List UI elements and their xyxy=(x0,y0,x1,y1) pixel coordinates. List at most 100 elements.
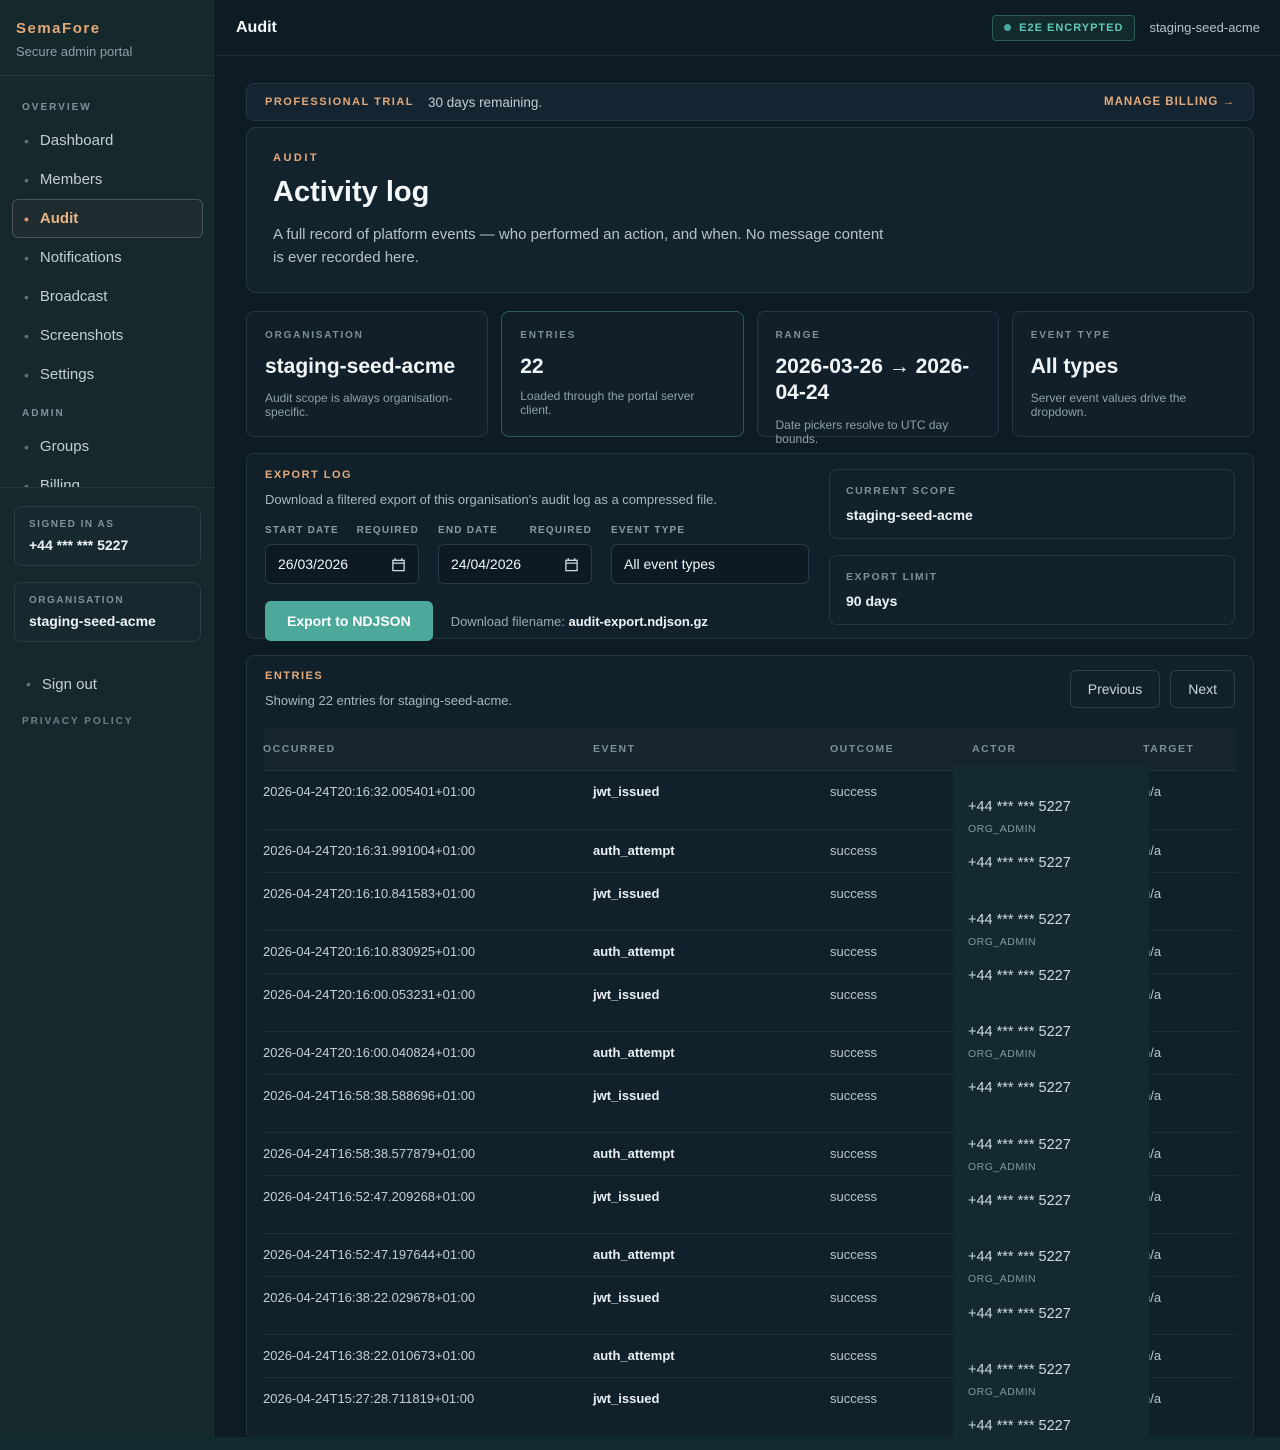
export-ndjson-button[interactable]: Export to NDJSON xyxy=(265,601,433,641)
actor-phone: +44 *** *** 5227 xyxy=(968,1418,1071,1435)
stat-label: RANGE xyxy=(775,330,821,341)
sidebar-nav: OVERVIEW • Dashboard • Members • Audit xyxy=(0,102,215,505)
start-date-field-group: START DATE REQUIRED 26/03/2026 xyxy=(265,525,419,584)
actor-phone: +44 *** *** 5227 xyxy=(968,1193,1071,1210)
sidebar-item[interactable]: • Screenshots xyxy=(12,316,203,355)
organisation-name: staging-seed-acme xyxy=(29,613,156,629)
bullet-icon: • xyxy=(24,327,29,344)
actor-role: ORG_ADMIN xyxy=(968,1385,1037,1398)
sign-out-button[interactable]: • Sign out xyxy=(14,668,201,700)
stat-description: Server event values drive the dropdown. xyxy=(1030,391,1187,420)
cell-outcome: success xyxy=(830,1391,877,1406)
sign-out-label: Sign out xyxy=(41,675,97,693)
manage-billing-link[interactable]: MANAGE BILLING → xyxy=(1104,96,1235,108)
current-scope-value: staging-seed-acme xyxy=(846,507,973,523)
cell-occurred: 2026-04-24T16:58:38.588696+01:00 xyxy=(263,1088,476,1103)
export-limit-box: EXPORT LIMIT 90 days xyxy=(829,555,1235,625)
sidebar-item-label: Audit xyxy=(39,210,79,227)
current-scope-box: CURRENT SCOPE staging-seed-acme xyxy=(829,469,1235,539)
entries-title: ENTRIES xyxy=(265,670,324,682)
table-row: 2026-04-24T16:38:22.010673+01:00 auth_at… xyxy=(263,1334,1237,1377)
end-date-label: END DATE xyxy=(438,525,498,536)
actor-role: ORG_ADMIN xyxy=(968,1048,1037,1061)
cell-event: jwt_issued xyxy=(593,1189,660,1204)
sidebar-item[interactable]: • Settings xyxy=(12,355,203,394)
e2e-encrypted-badge: E2E ENCRYPTED xyxy=(992,14,1136,41)
nav-list-overview: • Dashboard • Members • Audit • Notifica… xyxy=(12,121,203,394)
cell-outcome: success xyxy=(830,1146,877,1161)
sidebar-item-label: Dashboard xyxy=(39,132,114,149)
stat-card: EVENT TYPE All types Server event values… xyxy=(1011,311,1254,437)
column-header-target: TARGET xyxy=(1143,742,1195,755)
table-header-row: OCCURRED EVENT OUTCOME ACTOR TARGET xyxy=(263,727,1237,771)
sidebar-item-label: Settings xyxy=(39,366,95,383)
bullet-icon: • xyxy=(24,288,29,305)
cell-target: n/a xyxy=(1143,1088,1162,1103)
bullet-icon: • xyxy=(24,210,29,227)
cell-target: n/a xyxy=(1143,1045,1162,1060)
cell-event: auth_attempt xyxy=(593,944,675,959)
table-row: 2026-04-24T16:52:47.209268+01:00 jwt_iss… xyxy=(263,1175,1237,1233)
actor-phone: +44 *** *** 5227 xyxy=(968,1305,1071,1322)
cell-outcome: success xyxy=(830,1247,877,1262)
cell-occurred: 2026-04-24T20:16:00.053231+01:00 xyxy=(263,987,476,1002)
actor-entry: +44 *** *** 5227 xyxy=(968,968,1149,1024)
actor-phone: +44 *** *** 5227 xyxy=(968,799,1071,815)
app-tagline: Secure admin portal xyxy=(16,44,133,59)
start-date-input[interactable]: 26/03/2026 xyxy=(265,544,419,584)
cell-target: n/a xyxy=(1143,1391,1162,1406)
sidebar-item[interactable]: • Dashboard xyxy=(12,121,203,160)
cell-target: n/a xyxy=(1143,1189,1162,1204)
next-page-button[interactable]: Next xyxy=(1170,670,1235,708)
table-row: 2026-04-24T15:27:28.711819+01:00 jwt_iss… xyxy=(263,1377,1237,1435)
organisation-label: ORGANISATION xyxy=(29,595,125,606)
table-row: 2026-04-24T20:16:10.830925+01:00 auth_at… xyxy=(263,930,1237,973)
privacy-policy-link[interactable]: PRIVACY POLICY xyxy=(22,716,134,727)
cell-target: n/a xyxy=(1143,987,1162,1002)
trial-remaining-text: 30 days remaining. xyxy=(428,94,543,110)
app-logo: SemaFore xyxy=(16,20,101,37)
start-date-value: 26/03/2026 xyxy=(278,556,349,572)
sidebar-item[interactable]: • Audit xyxy=(12,199,203,238)
actor-entry: +44 *** *** 5227 xyxy=(968,1193,1149,1249)
cell-occurred: 2026-04-24T20:16:10.830925+01:00 xyxy=(263,944,476,959)
end-date-input[interactable]: 24/04/2026 xyxy=(438,544,592,584)
cell-outcome: success xyxy=(830,843,877,858)
sidebar-item[interactable]: • Groups xyxy=(12,427,203,466)
cell-occurred: 2026-04-24T20:16:10.841583+01:00 xyxy=(263,886,476,901)
export-log-description: Download a filtered export of this organ… xyxy=(265,492,717,507)
encrypted-dot-icon xyxy=(1004,24,1012,31)
sidebar-item[interactable]: • Broadcast xyxy=(12,277,203,316)
previous-page-button[interactable]: Previous xyxy=(1069,670,1161,708)
start-date-label: START DATE xyxy=(265,525,339,536)
cell-occurred: 2026-04-24T15:27:28.711819+01:00 xyxy=(263,1391,475,1406)
cell-target: n/a xyxy=(1143,886,1162,901)
sidebar-item-label: Groups xyxy=(39,438,90,455)
cell-target: n/a xyxy=(1143,784,1162,799)
event-type-value: All event types xyxy=(624,556,716,572)
cell-event: auth_attempt xyxy=(593,1146,675,1161)
sidebar-item[interactable]: • Notifications xyxy=(12,238,203,277)
export-form-row: START DATE REQUIRED 26/03/2026 END DATE … xyxy=(265,525,809,584)
actor-role: ORG_ADMIN xyxy=(968,1273,1037,1286)
event-type-select[interactable]: All event types xyxy=(611,544,809,584)
topbar-org-name: staging-seed-acme xyxy=(1149,20,1260,35)
table-row: 2026-04-24T20:16:10.841583+01:00 jwt_iss… xyxy=(263,872,1237,930)
content: PROFESSIONAL TRIAL 30 days remaining. MA… xyxy=(216,56,1280,1437)
column-header-outcome: OUTCOME xyxy=(830,742,895,755)
sidebar-item[interactable]: • Members xyxy=(12,160,203,199)
stat-value: All types xyxy=(1030,355,1119,378)
actor-entry: +44 *** *** 5227 xyxy=(968,1306,1149,1362)
column-header-occurred: OCCURRED xyxy=(263,742,336,755)
entries-summary: Showing 22 entries for staging-seed-acme… xyxy=(265,693,513,708)
stat-label: ENTRIES xyxy=(520,330,577,341)
e2e-badge-label: E2E ENCRYPTED xyxy=(1019,21,1124,34)
export-action-row: Export to NDJSON Download filename: audi… xyxy=(265,601,809,641)
stat-value: 22 xyxy=(520,355,544,378)
column-header-event: EVENT xyxy=(593,742,636,755)
actor-column-overlay: +44 *** *** 5227 ORG_ADMIN +44 *** *** 5… xyxy=(953,766,1149,1437)
main-area: Audit E2E ENCRYPTED staging-seed-acme PR… xyxy=(216,0,1280,1437)
start-date-required-flag: REQUIRED xyxy=(356,525,419,536)
stat-card: ENTRIES 22 Loaded through the portal ser… xyxy=(501,311,744,437)
cell-outcome: success xyxy=(830,1189,877,1204)
